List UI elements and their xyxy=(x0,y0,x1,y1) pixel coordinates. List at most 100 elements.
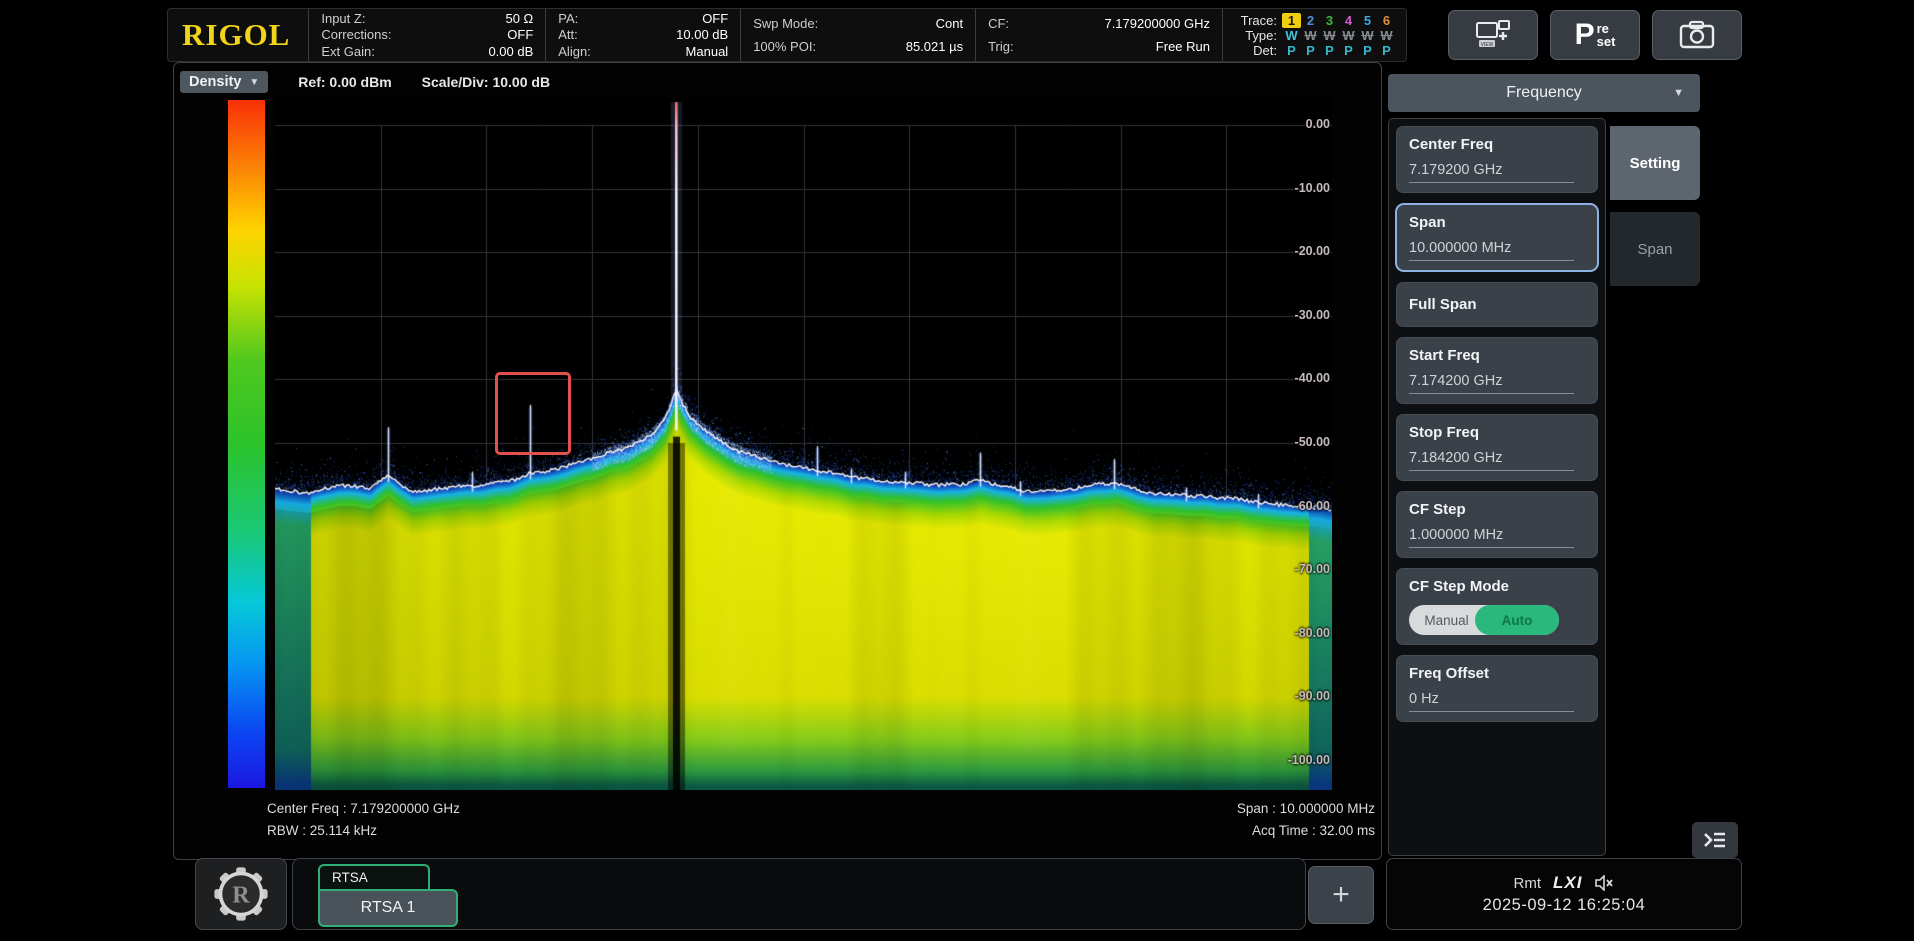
swp-mode-value: Cont xyxy=(936,16,963,32)
menu-title-dropdown[interactable]: Frequency ▼ xyxy=(1388,74,1700,112)
det-2[interactable]: P xyxy=(1301,43,1320,58)
full-span-label: Full Span xyxy=(1409,296,1585,313)
tab-span[interactable]: Span xyxy=(1610,212,1700,286)
system-status-area: Rmt LXI 2025-09-12 16:25:04 xyxy=(1386,858,1742,930)
input-section: Input Z:50 Ω Corrections:OFF Ext Gain:0.… xyxy=(308,9,545,61)
svg-text:VIEW: VIEW xyxy=(1481,42,1494,48)
trace-1[interactable]: 1 xyxy=(1282,13,1301,28)
preset-p: P xyxy=(1575,21,1595,49)
toggle-auto[interactable]: Auto xyxy=(1475,605,1559,635)
toggle-manual[interactable]: Manual xyxy=(1409,605,1484,635)
det-5[interactable]: P xyxy=(1358,43,1377,58)
type-2[interactable]: W xyxy=(1301,28,1320,43)
plot-header: Density ▼ Ref: 0.00 dBm Scale/Div: 10.00… xyxy=(180,68,1330,96)
start-freq-value[interactable]: 7.174200 GHz xyxy=(1409,373,1574,394)
det-3[interactable]: P xyxy=(1320,43,1339,58)
datetime-display: 2025-09-12 16:25:04 xyxy=(1483,896,1646,915)
trace-4[interactable]: 4 xyxy=(1339,13,1358,28)
remote-indicator: Rmt xyxy=(1514,875,1542,892)
y-axis-label: -80.00 xyxy=(1260,626,1330,640)
menu-item-cf-step[interactable]: CF Step 1.000000 MHz xyxy=(1396,491,1598,558)
preset-button[interactable]: P re set xyxy=(1550,10,1640,60)
span-label: Span xyxy=(1409,214,1585,231)
collapse-menu-button[interactable] xyxy=(1692,822,1738,858)
frequency-menu: Center Freq 7.179200 GHz Span 10.000000 … xyxy=(1388,118,1606,856)
add-instance-button[interactable]: + xyxy=(1308,866,1374,924)
preset-set: set xyxy=(1597,35,1616,48)
y-axis-label: -100.00 xyxy=(1260,753,1330,767)
sweep-section: Swp Mode:Cont 100% POI:85.021 µs xyxy=(740,9,975,61)
cf-step-value[interactable]: 1.000000 MHz xyxy=(1409,527,1574,548)
type-6[interactable]: W xyxy=(1377,28,1396,43)
tab-setting[interactable]: Setting xyxy=(1610,126,1700,200)
screenshot-button[interactable] xyxy=(1652,10,1742,60)
trace-2[interactable]: 2 xyxy=(1301,13,1320,28)
align-value: Manual xyxy=(686,44,729,60)
span-value[interactable]: 10.000000 MHz xyxy=(1409,240,1574,261)
center-freq-value[interactable]: 7.179200 GHz xyxy=(1409,162,1574,183)
camera-icon xyxy=(1676,19,1718,51)
trace-type-row: Type: W W W W W W xyxy=(1233,28,1396,43)
y-axis-label: -20.00 xyxy=(1260,244,1330,258)
trace-5[interactable]: 5 xyxy=(1358,13,1377,28)
menu-item-span[interactable]: Span 10.000000 MHz xyxy=(1395,203,1599,272)
y-axis-label: -50.00 xyxy=(1260,435,1330,449)
y-axis-label: 0.00 xyxy=(1260,117,1330,131)
spectrum-plot[interactable]: 0.00-10.00-20.00-30.00-40.00-50.00-60.00… xyxy=(275,97,1332,790)
speaker-muted-icon[interactable] xyxy=(1594,875,1614,891)
preset-label-group: P re set xyxy=(1575,21,1616,49)
spectrum-canvas xyxy=(275,97,1332,790)
cf-label: CF: xyxy=(988,16,1009,32)
det-1[interactable]: P xyxy=(1282,43,1301,58)
menu-item-stop-freq[interactable]: Stop Freq 7.184200 GHz xyxy=(1396,414,1598,481)
trace-6[interactable]: 6 xyxy=(1377,13,1396,28)
type-5[interactable]: W xyxy=(1358,28,1377,43)
cf-step-mode-toggle[interactable]: Manual Auto xyxy=(1409,605,1559,635)
plot-footer-left: Center Freq : 7.179200000 GHz RBW : 25.1… xyxy=(267,798,460,841)
tab-setting-label: Setting xyxy=(1630,155,1681,172)
screen: RIGOL Input Z:50 Ω Corrections:OFF Ext G… xyxy=(0,0,1914,941)
type-3[interactable]: W xyxy=(1320,28,1339,43)
y-axis-label: -90.00 xyxy=(1260,689,1330,703)
plot-footer-right: Span : 10.000000 MHz Acq Time : 32.00 ms xyxy=(975,798,1375,841)
app-mode-tab[interactable]: RTSA xyxy=(318,864,430,889)
align-label: Align: xyxy=(558,44,591,60)
det-label: Det: xyxy=(1233,43,1277,58)
menu-item-freq-offset[interactable]: Freq Offset 0 Hz xyxy=(1396,655,1598,722)
trace-row: Trace: 1 2 3 4 5 6 xyxy=(1233,13,1396,28)
multi-view-button[interactable]: VIEW xyxy=(1448,10,1538,60)
app-mode-tab-label: RTSA xyxy=(332,870,368,885)
center-freq-label: Center Freq xyxy=(1409,136,1585,153)
menu-item-full-span[interactable]: Full Span xyxy=(1396,282,1598,327)
stop-freq-value[interactable]: 7.184200 GHz xyxy=(1409,450,1574,471)
type-4[interactable]: W xyxy=(1339,28,1358,43)
cf-value: 7.179200000 GHz xyxy=(1104,16,1210,32)
corrections-label: Corrections: xyxy=(321,27,391,43)
menu-item-center-freq[interactable]: Center Freq 7.179200 GHz xyxy=(1396,126,1598,193)
y-axis-label: -60.00 xyxy=(1260,499,1330,513)
freq-offset-label: Freq Offset xyxy=(1409,665,1585,682)
type-1[interactable]: W xyxy=(1282,28,1301,43)
type-label: Type: xyxy=(1233,28,1277,43)
start-freq-label: Start Freq xyxy=(1409,347,1585,364)
swp-mode-label: Swp Mode: xyxy=(753,16,818,32)
freq-offset-value[interactable]: 0 Hz xyxy=(1409,691,1574,712)
trace-3[interactable]: 3 xyxy=(1320,13,1339,28)
y-axis-label: -10.00 xyxy=(1260,181,1330,195)
lxi-indicator: LXI xyxy=(1553,873,1582,893)
app-instance-button[interactable]: RTSA 1 xyxy=(318,889,458,927)
poi-label: 100% POI: xyxy=(753,39,816,55)
y-axis-label: -40.00 xyxy=(1260,371,1330,385)
menu-item-start-freq[interactable]: Start Freq 7.174200 GHz xyxy=(1396,337,1598,404)
det-4[interactable]: P xyxy=(1339,43,1358,58)
top-status-bar: RIGOL Input Z:50 Ω Corrections:OFF Ext G… xyxy=(167,8,1407,62)
display-mode-dropdown[interactable]: Density ▼ xyxy=(180,71,268,93)
ext-gain-label: Ext Gain: xyxy=(321,44,374,60)
app-instance-label: RTSA 1 xyxy=(361,899,416,917)
system-menu-button[interactable]: R xyxy=(195,858,287,930)
collapse-menu-icon xyxy=(1702,830,1728,850)
display-mode-label: Density xyxy=(189,74,241,90)
center-freq-readout: Center Freq : 7.179200000 GHz xyxy=(267,798,460,820)
det-6[interactable]: P xyxy=(1377,43,1396,58)
signal-roi-marker[interactable] xyxy=(495,372,571,455)
